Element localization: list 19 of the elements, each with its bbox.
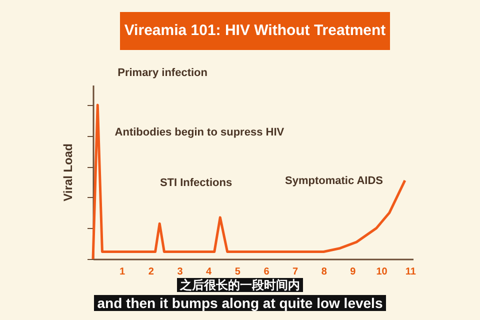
annotation: Antibodies begin to supress HIV [114, 126, 285, 139]
annotation: Primary infection [118, 67, 208, 80]
x-tick-label: 3 [177, 266, 184, 278]
x-tick-label: 4 [206, 266, 212, 278]
x-tick-label: 10 [376, 266, 388, 278]
chart-title: Vireamia 101: HIV Without Treatment [120, 12, 390, 50]
x-tick-label: 5 [234, 266, 241, 278]
text: and then it bumps along at quite low levels [94, 295, 386, 311]
x-tick-label: 7 [292, 266, 299, 278]
text: 之后很长的一段时间内 [177, 278, 303, 292]
x-tick-label: 2 [148, 266, 154, 278]
x-tick-label: 8 [321, 266, 328, 278]
x-tick-label: 9 [350, 266, 356, 278]
x-tick-label: 11 [405, 266, 416, 278]
x-tick-label: 6 [264, 266, 270, 278]
x-tick-label: 1 [120, 266, 126, 278]
annotation: STI Infections [160, 177, 232, 189]
annotation: Symptomatic AIDS [284, 175, 384, 187]
y-axis-title: Viral Load [61, 144, 75, 202]
